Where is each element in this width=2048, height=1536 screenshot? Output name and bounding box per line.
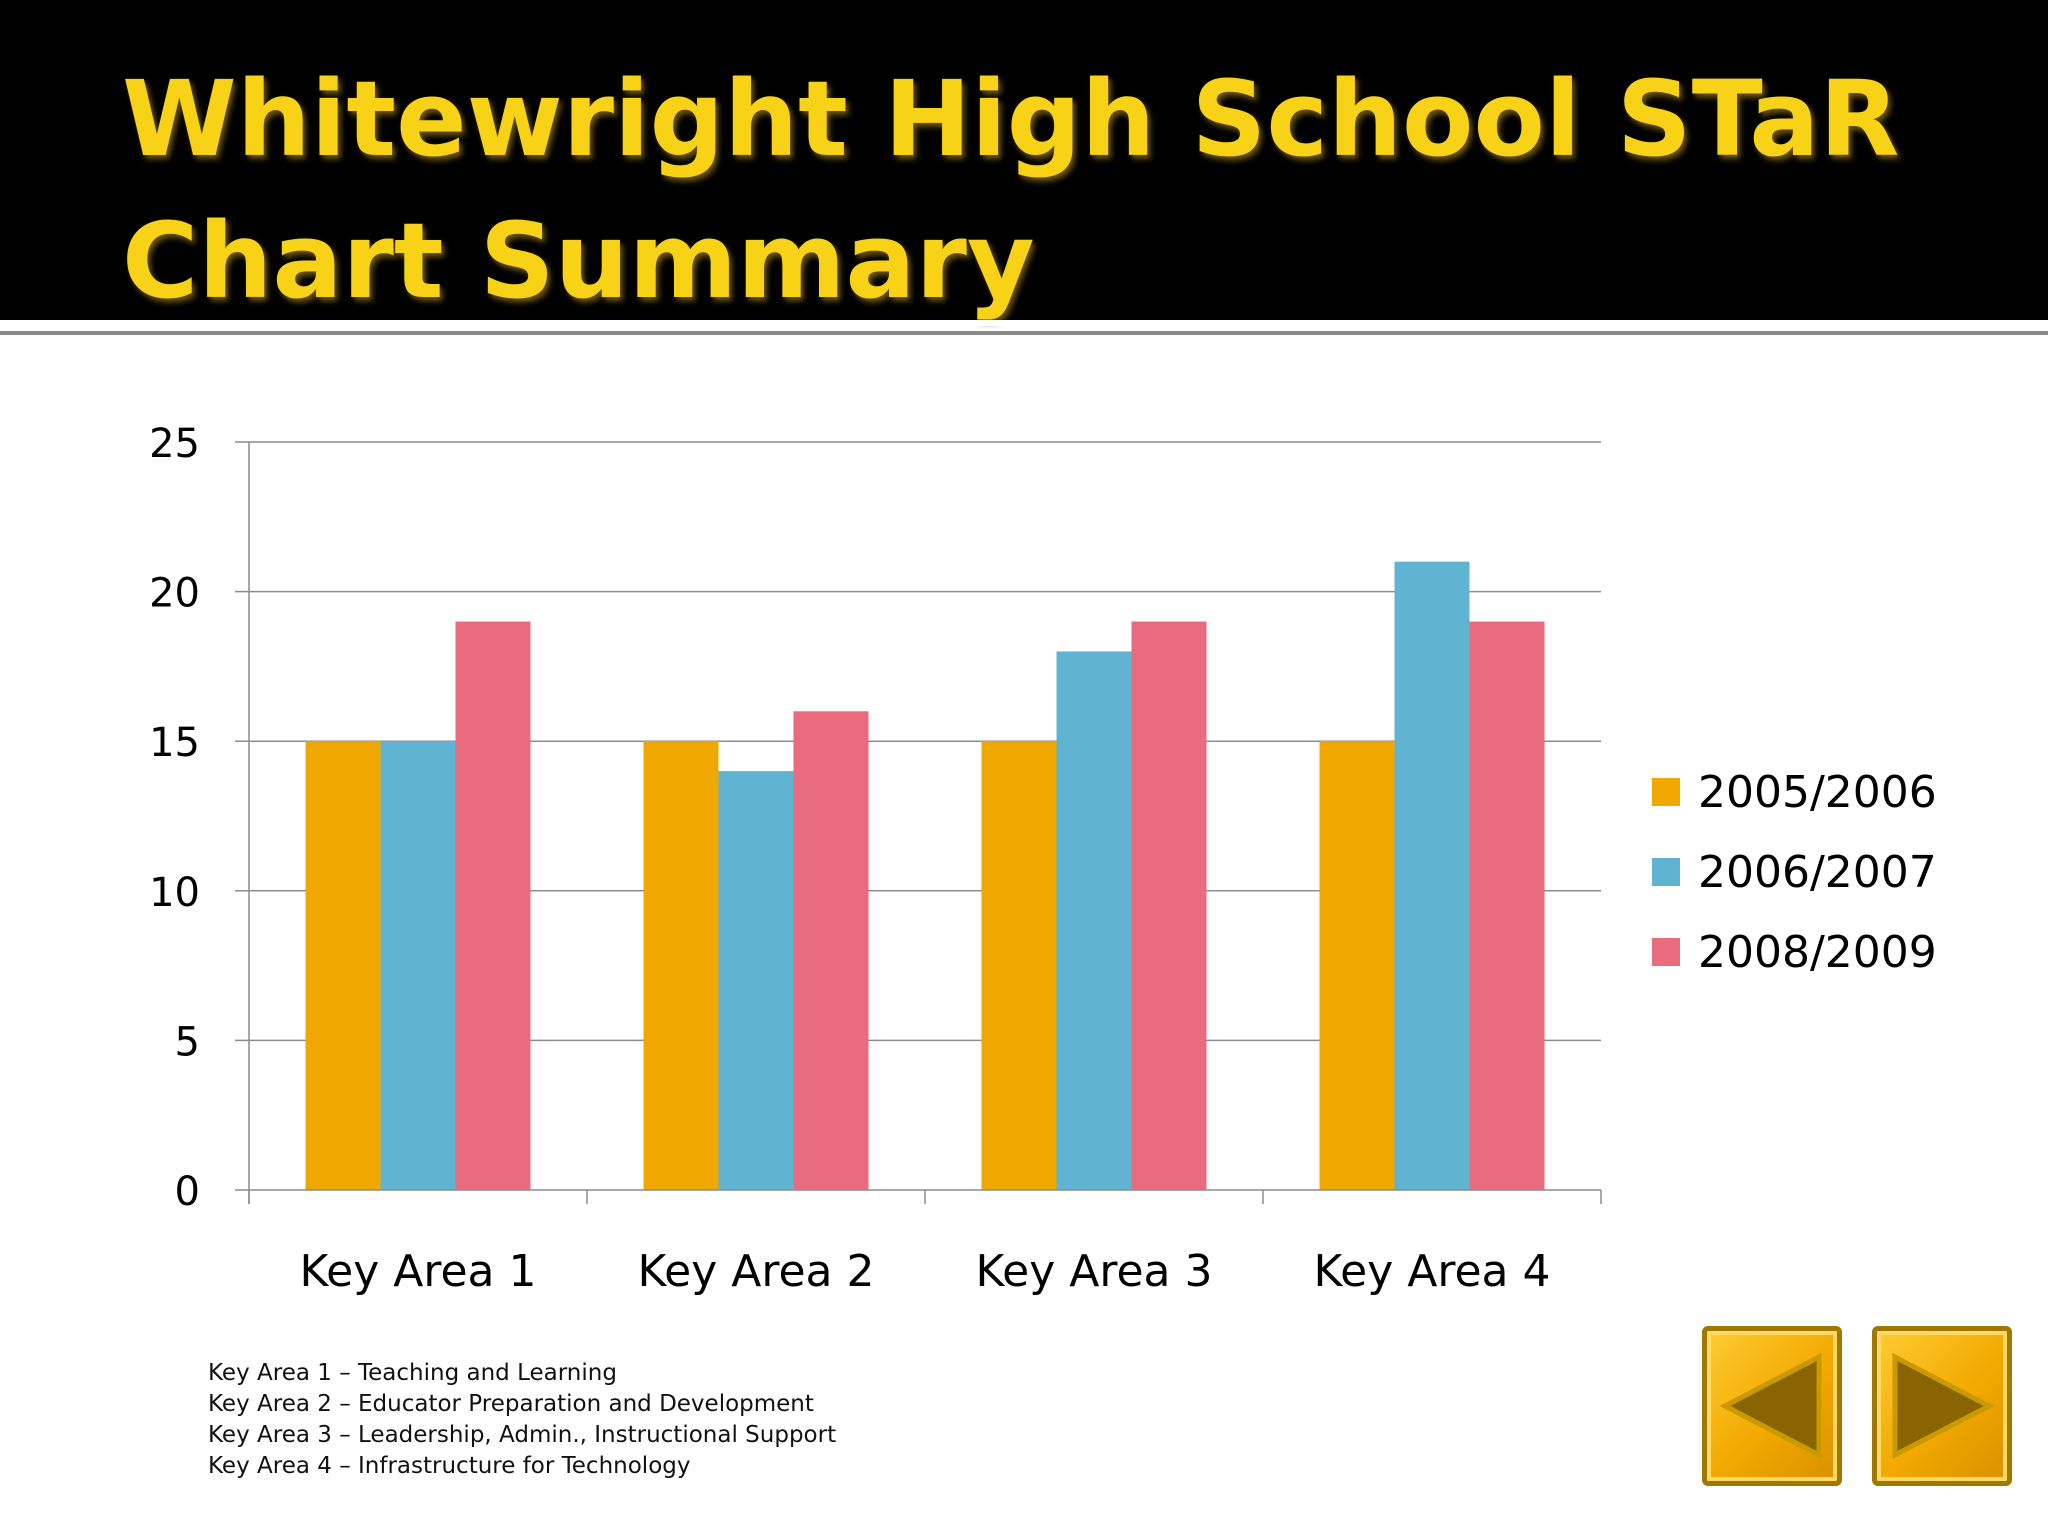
y-tick-labels: 0 5 10 15 20 25 bbox=[149, 421, 200, 1215]
y-tick-label: 15 bbox=[149, 720, 200, 766]
next-slide-button[interactable] bbox=[1872, 1326, 2012, 1486]
triangle-left-icon bbox=[1719, 1352, 1822, 1460]
chart-legend: 2005/2006 2006/2007 2008/2009 bbox=[1652, 752, 1937, 992]
y-tick-label: 25 bbox=[149, 421, 200, 467]
legend-item-series-2: 2006/2007 bbox=[1652, 832, 1937, 912]
key-area-note: Key Area 3 – Leadership, Admin., Instruc… bbox=[208, 1422, 837, 1448]
bar bbox=[1319, 741, 1395, 1190]
y-tick-label: 20 bbox=[149, 571, 200, 617]
bar bbox=[643, 741, 719, 1190]
bar bbox=[455, 621, 531, 1190]
x-tick-label: Key Area 2 bbox=[638, 1246, 875, 1297]
legend-label-series-2: 2006/2007 bbox=[1698, 846, 1937, 898]
triangle-right-icon bbox=[1892, 1352, 1995, 1460]
slide-title-line-2: Chart Summary bbox=[122, 200, 1035, 322]
x-tick-label: Key Area 3 bbox=[976, 1246, 1213, 1297]
bar bbox=[793, 711, 869, 1190]
chart-axes bbox=[235, 441, 1602, 1204]
bar bbox=[1394, 561, 1470, 1190]
key-area-note: Key Area 4 – Infrastructure for Technolo… bbox=[208, 1453, 691, 1479]
legend-item-series-3: 2008/2009 bbox=[1652, 912, 1937, 992]
x-tick-labels: Key Area 1 Key Area 2 Key Area 3 Key Area 4 bbox=[300, 1246, 1551, 1297]
legend-item-series-1: 2005/2006 bbox=[1652, 752, 1937, 832]
y-tick-label: 5 bbox=[175, 1019, 200, 1065]
bar bbox=[1056, 651, 1132, 1190]
bar bbox=[981, 741, 1057, 1190]
legend-swatch-series-2 bbox=[1652, 858, 1680, 886]
bar bbox=[1131, 621, 1207, 1190]
legend-label-series-3: 2008/2009 bbox=[1698, 926, 1937, 978]
slide-title-line-1: Whitewright High School STaR bbox=[122, 58, 1900, 180]
legend-swatch-series-3 bbox=[1652, 938, 1680, 966]
bar bbox=[380, 741, 456, 1190]
legend-swatch-series-1 bbox=[1652, 778, 1680, 806]
title-bar bbox=[0, 0, 2048, 320]
y-tick-label: 10 bbox=[149, 870, 200, 916]
slide-title: Whitewright High School STaR Chart Summa… bbox=[122, 48, 1900, 332]
bar bbox=[305, 741, 381, 1190]
previous-slide-button[interactable] bbox=[1702, 1326, 1842, 1486]
title-divider-gray bbox=[0, 331, 2048, 335]
key-area-note: Key Area 1 – Teaching and Learning bbox=[208, 1360, 617, 1386]
title-divider-white bbox=[0, 320, 2048, 326]
y-tick-label: 0 bbox=[175, 1169, 200, 1215]
x-tick-label: Key Area 4 bbox=[1314, 1246, 1551, 1297]
key-area-notes: Key Area 1 – Teaching and Learning Key A… bbox=[208, 1358, 836, 1482]
bar bbox=[1469, 621, 1545, 1190]
bar bbox=[718, 771, 794, 1190]
legend-label-series-1: 2005/2006 bbox=[1698, 766, 1937, 818]
chart-bars bbox=[305, 561, 1545, 1190]
x-tick-label: Key Area 1 bbox=[300, 1246, 537, 1297]
key-area-note: Key Area 2 – Educator Preparation and De… bbox=[208, 1391, 814, 1417]
